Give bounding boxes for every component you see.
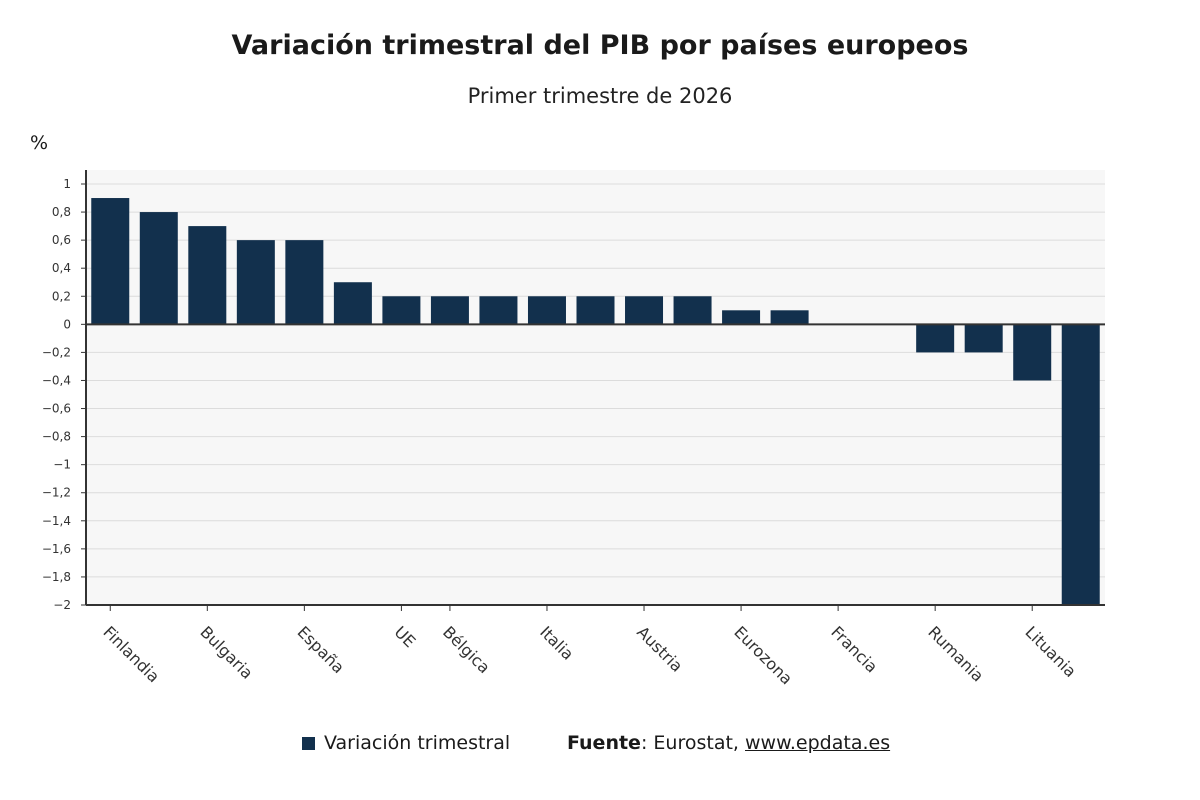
- y-tick-label: −0,8: [42, 430, 71, 444]
- chart-subtitle: Primer trimestre de 2026: [467, 84, 733, 108]
- x-tick-label: Bélgica: [439, 622, 494, 677]
- bar: [430, 296, 469, 325]
- bar: [964, 324, 1003, 353]
- legend-label: Variación trimestral: [324, 732, 511, 754]
- x-tick-label: Francia: [827, 622, 881, 676]
- y-tick-label: −1,6: [42, 542, 71, 556]
- y-tick-label: −2: [53, 598, 71, 612]
- y-tick-label: 0,6: [52, 233, 71, 247]
- bar: [673, 296, 712, 325]
- y-axis-unit-label: %: [30, 132, 49, 154]
- x-tick-label: Lituania: [1021, 622, 1080, 681]
- x-tick-label: Finlandia: [99, 622, 163, 686]
- bar: [139, 212, 178, 325]
- bar: [333, 282, 372, 325]
- y-tick-label: −0,6: [42, 402, 71, 416]
- x-tick-label: España: [294, 622, 349, 677]
- bar: [576, 296, 615, 325]
- y-tick-label: 0,4: [52, 261, 71, 275]
- x-tick-label: Eurozona: [730, 622, 796, 688]
- y-tick-label: −0,2: [42, 345, 71, 359]
- x-tick-label: Austria: [633, 622, 686, 675]
- bar: [188, 226, 227, 325]
- bar: [479, 296, 518, 325]
- bar: [285, 240, 324, 325]
- y-tick-label: −1,2: [42, 486, 71, 500]
- x-tick-label: Rumania: [924, 622, 987, 685]
- x-tick-label: UE: [391, 622, 420, 651]
- bar: [916, 324, 955, 353]
- bar: [91, 198, 130, 325]
- bar: [625, 296, 664, 325]
- y-tick-label: −1: [53, 458, 71, 472]
- y-tick-label: 0,8: [52, 205, 71, 219]
- x-tick-label: Bulgaria: [196, 622, 256, 682]
- chart-title: Variación trimestral del PIB por países …: [231, 30, 969, 61]
- bar: [722, 310, 761, 325]
- source-note: Fuente: Eurostat, www.epdata.es: [567, 732, 890, 754]
- y-tick-label: −0,4: [42, 373, 71, 387]
- y-tick-label: −1,8: [42, 570, 71, 584]
- y-tick-label: 0: [63, 317, 71, 331]
- legend: Variación trimestral: [302, 732, 510, 754]
- source-link[interactable]: www.epdata.es: [745, 732, 891, 754]
- source-label: Fuente: [567, 732, 641, 754]
- source-colon: :: [640, 732, 654, 754]
- y-tick-label: 0,2: [52, 289, 71, 303]
- bar: [1061, 324, 1100, 605]
- bar: [770, 310, 809, 325]
- bar: [1013, 324, 1052, 381]
- bar: [527, 296, 566, 325]
- bar: [236, 240, 275, 325]
- y-tick-label: 1: [63, 177, 71, 191]
- bar: [382, 296, 421, 325]
- legend-swatch: [302, 736, 315, 750]
- x-tick-label: Italia: [536, 622, 577, 663]
- y-tick-label: −1,4: [42, 514, 71, 528]
- plot-area: [86, 170, 1105, 605]
- source-text: Eurostat,: [653, 732, 745, 754]
